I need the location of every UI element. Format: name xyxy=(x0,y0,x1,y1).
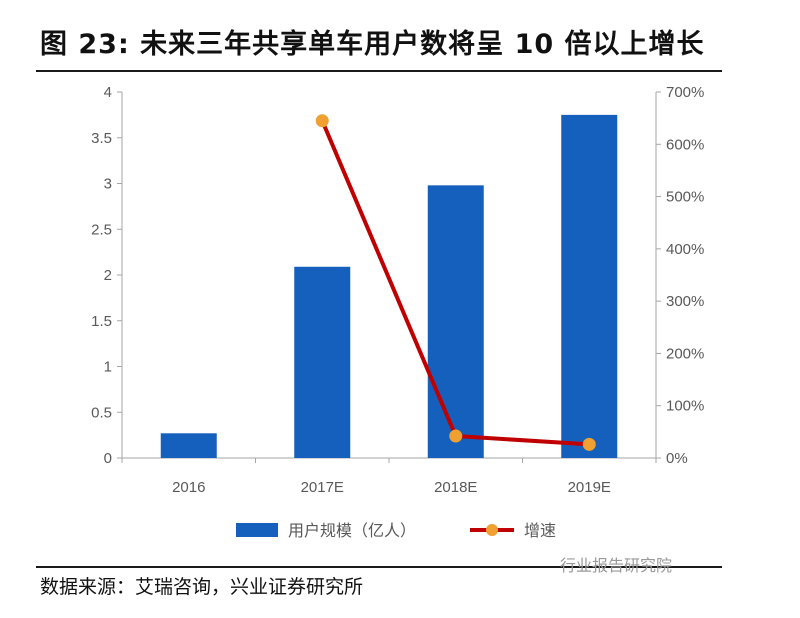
y-right-tick-label: 400% xyxy=(666,241,704,258)
y-right-tick-label: 600% xyxy=(666,136,704,153)
x-category-label: 2018E xyxy=(434,479,477,496)
chart-title: 图 23: 未来三年共享单车用户数将呈 10 倍以上增长 xyxy=(40,29,705,60)
y-left-tick-label: 0 xyxy=(104,450,112,467)
y-left-tick-label: 1 xyxy=(104,359,112,376)
y-left-tick-label: 3.5 xyxy=(91,130,112,147)
growth-point-2018E xyxy=(449,429,463,443)
bar-2019E xyxy=(561,114,618,458)
y-left-tick-label: 2 xyxy=(104,267,112,284)
y-right-tick-label: 300% xyxy=(666,293,704,310)
x-category-label: 2016 xyxy=(172,479,205,496)
legend-bar-label: 用户规模（亿人） xyxy=(288,521,416,540)
growth-point-2019E xyxy=(582,437,596,451)
y-right-tick-label: 500% xyxy=(666,189,704,206)
x-category-label: 2019E xyxy=(568,479,611,496)
title-divider xyxy=(36,70,722,72)
y-left-tick-label: 3 xyxy=(104,176,112,193)
source-note: 数据来源：艾瑞咨询，兴业证券研究所 xyxy=(40,576,364,598)
y-left-tick-label: 4 xyxy=(104,84,112,101)
legend-line-label: 增速 xyxy=(524,521,556,540)
growth-point-2017E xyxy=(315,114,329,128)
watermark: 行业报告研究院 xyxy=(560,556,673,575)
axis-tick-labels: 0 0.5 1 1.5 2 2.5 3 3.5 4 0% 100% 200% 300% 400% 500% 6… xyxy=(91,84,704,496)
x-category-label: 2017E xyxy=(301,479,344,496)
y-left-tick-label: 0.5 xyxy=(91,404,112,421)
y-right-tick-label: 100% xyxy=(666,398,704,415)
bar-2017E xyxy=(294,266,351,458)
y-right-tick-label: 200% xyxy=(666,345,704,362)
bar-2016 xyxy=(160,433,217,458)
legend-line-marker xyxy=(486,524,498,536)
growth-line-series xyxy=(315,114,596,451)
y-left-tick-label: 1.5 xyxy=(91,313,112,330)
y-right-tick-label: 700% xyxy=(666,84,704,101)
bar-2018E xyxy=(427,185,484,458)
legend-bar-swatch xyxy=(236,523,278,537)
y-left-tick-label: 2.5 xyxy=(91,221,112,238)
chart-legend: 用户规模（亿人） 增速 xyxy=(236,521,556,540)
y-right-tick-label: 0% xyxy=(666,450,688,467)
source-divider xyxy=(36,566,722,568)
bar-series xyxy=(160,114,618,458)
